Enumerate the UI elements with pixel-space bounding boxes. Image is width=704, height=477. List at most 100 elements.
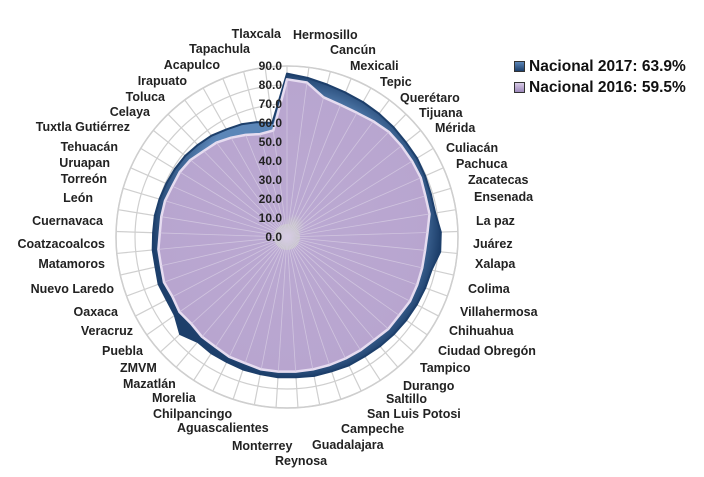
spoke-overlay: [190, 159, 288, 238]
spoke-overlay: [277, 236, 288, 372]
category-label: Campeche: [341, 422, 404, 436]
data-point-2017: [154, 266, 157, 268]
category-label: Villahermosa: [460, 305, 539, 319]
data-point-2017: [295, 376, 297, 379]
legend: Nacional 2017: 63.9% Nacional 2016: 59.5…: [514, 56, 686, 98]
legend-item-2017: Nacional 2017: 63.9%: [514, 56, 686, 77]
data-point-2017: [151, 249, 154, 251]
spoke-overlay: [286, 177, 421, 238]
spoke-overlay: [286, 236, 418, 286]
category-label: ZMVM: [120, 361, 157, 375]
legend-swatch-2017: [514, 61, 525, 72]
data-point-2017: [271, 122, 274, 124]
spoke-overlay: [286, 236, 375, 340]
category-label: Coatzacoalcos: [17, 237, 105, 251]
category-label: Tehuacán: [61, 140, 118, 154]
category-label: Aguascalientes: [177, 421, 269, 435]
spokes-overlay: [158, 79, 430, 372]
category-label: Tlaxcala: [232, 27, 282, 41]
data-point-2017: [424, 175, 426, 177]
category-label: Hermosillo: [293, 28, 358, 42]
data-point-2017: [393, 333, 395, 335]
category-label: Ensenada: [474, 190, 534, 204]
data-point-2017: [196, 341, 199, 343]
spoke-overlay: [272, 130, 288, 238]
category-label: Morelia: [152, 391, 197, 405]
data-point-2017: [434, 212, 436, 214]
category-label: Mérida: [435, 121, 476, 135]
category-label: Pachuca: [456, 157, 508, 171]
spoke-overlay: [286, 236, 314, 370]
category-label: San Luis Potosi: [367, 407, 461, 421]
category-label: Juárez: [473, 237, 513, 251]
data-point-2017: [158, 198, 161, 200]
category-label: Tuxtla Gutiérrez: [36, 120, 130, 134]
category-label: Reynosa: [275, 454, 328, 468]
spoke-overlay: [244, 236, 288, 364]
category-label: Durango: [403, 379, 455, 393]
radial-tick-labels: 0.0 10.0 20.0 30.0 40.0 50.0 60.0 70.0 80.0 90.0: [259, 59, 283, 244]
spoke-overlay: [203, 150, 288, 238]
data-point-2017: [256, 121, 258, 123]
spoke-overlay: [160, 236, 288, 267]
category-label: Chilpancingo: [153, 407, 233, 421]
data-point-2017: [259, 373, 262, 375]
spoke-overlay: [286, 213, 430, 238]
data-point-2017: [439, 250, 441, 253]
spoke-overlay: [172, 185, 288, 238]
data-point-2017: [379, 345, 381, 348]
spoke-overlay: [286, 236, 361, 351]
data-point-2017: [152, 231, 154, 234]
category-label: Toluca: [126, 90, 166, 104]
spoke-overlay: [286, 236, 297, 372]
spoke-overlay: [172, 236, 288, 298]
data-point-2017: [362, 101, 364, 103]
r-tick-label: 60.0: [259, 116, 283, 130]
r-tick-label: 30.0: [259, 173, 283, 187]
data-point-2017: [306, 76, 309, 79]
data-point-2017: [286, 72, 288, 75]
data-point-2017: [415, 303, 418, 306]
data-point-2017: [378, 112, 380, 115]
spoke-overlay: [286, 195, 426, 238]
spoke-overlay: [179, 171, 288, 238]
data-point-2017: [326, 83, 328, 86]
spoke-overlay: [159, 232, 288, 238]
r-tick-label: 20.0: [259, 192, 283, 206]
data-point-2017: [179, 333, 181, 335]
data-point-2017: [153, 214, 156, 217]
category-label: Ciudad Obregón: [438, 344, 536, 358]
category-label: Culiacán: [446, 141, 498, 155]
category-label: Saltillo: [386, 392, 427, 406]
spoke-overlay: [179, 236, 288, 313]
spoke-overlay: [259, 133, 288, 238]
data-point-2017: [165, 299, 168, 301]
data-point-2017: [174, 168, 176, 170]
spoke-overlay: [201, 236, 288, 338]
spoke-overlay: [286, 236, 346, 359]
r-tick-label: 50.0: [259, 135, 283, 149]
data-point-2017: [226, 361, 228, 363]
category-label: Matamoros: [38, 257, 105, 271]
data-point-2017: [277, 376, 279, 379]
spoke-overlay: [286, 236, 426, 251]
category-label: Cancún: [330, 43, 376, 57]
data-point-2017: [348, 364, 350, 367]
spoke-overlay: [286, 82, 308, 238]
spoke-overlay: [260, 236, 288, 370]
spoke-overlay: [286, 232, 428, 238]
category-label: Irapuato: [138, 74, 188, 88]
data-point-2017: [157, 283, 160, 286]
data-point-2017: [405, 319, 408, 321]
spoke-overlay: [286, 112, 358, 238]
category-label: Tijuana: [419, 106, 464, 120]
spoke-overlay: [286, 236, 423, 269]
data-point-2017: [430, 193, 432, 196]
spoke-overlay: [191, 236, 288, 325]
spoke-overlay: [286, 236, 389, 330]
r-tick-label: 40.0: [259, 154, 283, 168]
spoke-overlay: [245, 134, 288, 238]
r-tick-label: 80.0: [259, 78, 283, 92]
